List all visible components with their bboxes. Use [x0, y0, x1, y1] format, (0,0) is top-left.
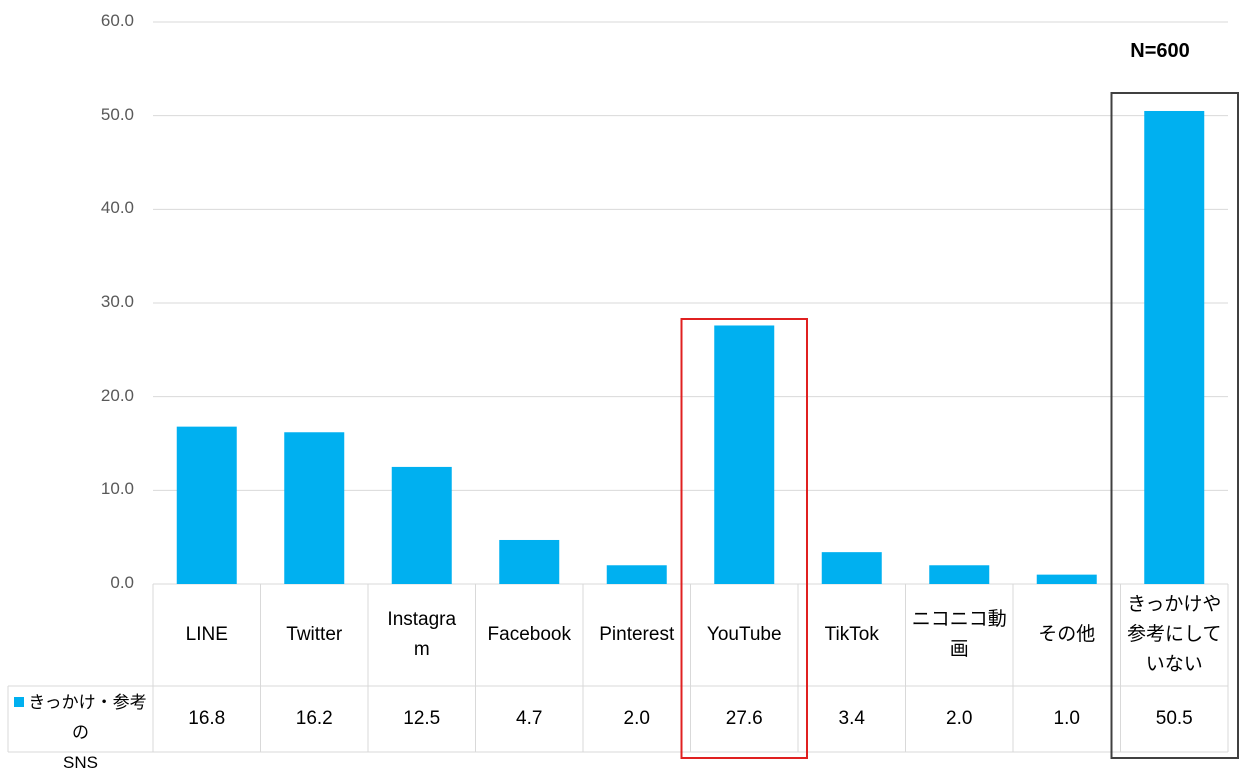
bar-1 [176, 426, 237, 584]
bar-3 [391, 466, 452, 584]
legend-swatch [14, 697, 25, 707]
bar-7 [821, 552, 882, 584]
highlight-box-6 [680, 318, 808, 759]
bar-8 [929, 565, 990, 584]
category-label: Facebook [487, 624, 571, 645]
category-label: きっかけや 参考にして いない [1127, 594, 1222, 675]
y-tick-label: 60.0 [100, 11, 134, 30]
y-tick-label: 50.0 [100, 104, 134, 124]
y-tick-label: 0.0 [110, 573, 134, 592]
y-tick-label: 30.0 [100, 292, 134, 311]
bar-2 [284, 432, 345, 584]
category-label: ニコニコ動画 [911, 609, 1007, 660]
category-label: その他 [1038, 624, 1096, 645]
bar-4 [499, 539, 560, 584]
category-label: Twitter [286, 624, 343, 645]
data-label: 2.0 [946, 708, 973, 729]
data-label: 2.0 [623, 708, 650, 729]
data-label: 16.8 [188, 708, 226, 729]
y-tick-label: 40.0 [100, 198, 134, 218]
y-tick-label: 20.0 [100, 385, 134, 405]
category-label: TikTok [824, 624, 879, 645]
legend-label: きっかけ・参考の SNS [28, 693, 147, 772]
y-tick-label: 10.0 [100, 479, 134, 499]
highlight-box-10 [1110, 92, 1239, 759]
data-label: 27.6 [725, 708, 763, 729]
category-label: YouTube [706, 624, 782, 645]
data-label: 1.0 [1053, 708, 1080, 729]
data-label: 4.7 [516, 708, 543, 729]
data-label: 3.4 [838, 708, 865, 729]
category-label: LINE [185, 624, 228, 645]
data-label: 16.2 [295, 708, 333, 729]
bar-9 [1036, 574, 1097, 584]
legend-entry: きっかけ・参考の SNS [8, 688, 153, 772]
category-label: Instagra m [387, 609, 457, 660]
bar-5 [606, 565, 667, 584]
category-label: Pinterest [599, 624, 675, 645]
data-label: 50.5 [1155, 708, 1193, 729]
sample-size-annotation: N=600 [1130, 40, 1190, 62]
bar-10 [1144, 110, 1205, 584]
bar-6 [714, 325, 775, 584]
data-label: 12.5 [403, 708, 441, 729]
